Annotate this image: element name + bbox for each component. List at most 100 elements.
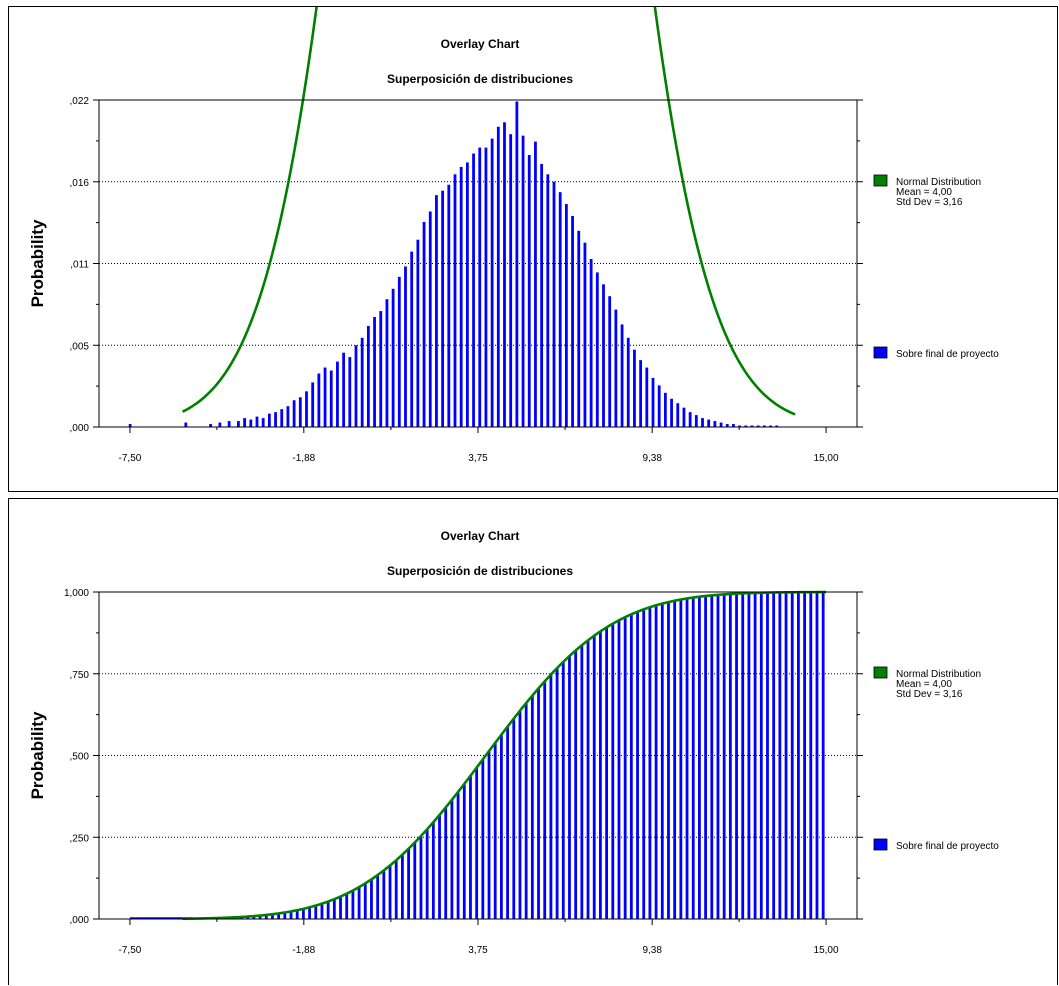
histogram-bar — [670, 398, 673, 427]
chart-subtitle: Superposición de distribuciones — [387, 564, 573, 578]
normal-distribution-curve — [182, 590, 827, 920]
histogram-bar — [719, 422, 723, 427]
overlay-chart-pdf: Overlay Chart Superposición de distribuci… — [8, 6, 1058, 492]
cumulative-bar — [518, 710, 522, 919]
histogram-bar — [428, 211, 432, 427]
cumulative-bar — [512, 718, 516, 919]
histogram-bar — [391, 288, 395, 427]
histogram-bar — [589, 259, 593, 427]
histogram-bar — [515, 101, 519, 428]
cumulative-bar — [537, 688, 540, 919]
cumulative-bar — [277, 913, 281, 919]
histogram-bar — [397, 276, 401, 427]
cumulative-bar — [500, 734, 503, 919]
histogram-bar — [298, 397, 302, 427]
histogram-bar — [750, 425, 754, 427]
y-tick-label: ,000 — [70, 915, 90, 926]
histogram-bar — [128, 424, 132, 427]
histogram-bar — [602, 284, 605, 427]
normal-distribution-curve — [181, 7, 796, 416]
cumulative-bar — [258, 915, 262, 919]
histogram-bar — [286, 406, 290, 427]
histogram-bar — [682, 407, 686, 427]
cumulative-bar — [809, 592, 813, 919]
cumulative-bar — [388, 865, 392, 919]
histogram-bar — [249, 419, 253, 427]
cumulative-bar — [660, 603, 664, 919]
cumulative-bar — [778, 592, 782, 919]
cumulative-bar — [623, 617, 627, 919]
histogram-bar — [366, 325, 370, 427]
histogram-bar — [410, 251, 414, 427]
cumulative-bar — [462, 784, 466, 919]
histogram-bar — [762, 425, 766, 427]
histogram-bar — [261, 418, 265, 427]
histogram-bar — [651, 377, 655, 427]
histogram-bar — [725, 424, 729, 427]
cumulative-bar — [475, 767, 479, 919]
cumulative-bar — [252, 916, 256, 919]
histogram-bar — [744, 425, 748, 427]
histogram-bar — [292, 400, 296, 427]
histogram-bar — [323, 367, 327, 427]
cumulative-bar — [413, 842, 417, 919]
histogram-bar — [688, 412, 692, 427]
histogram-bar — [639, 360, 643, 427]
cumulative-bar — [394, 860, 398, 919]
legend-swatch — [873, 838, 888, 851]
histogram-bar — [534, 141, 537, 428]
x-tick-label: 15,00 — [814, 453, 839, 464]
cumulative-bar — [698, 596, 701, 919]
y-axis-label: Probability — [28, 711, 47, 799]
histogram-bar — [404, 266, 407, 427]
cumulative-bar — [481, 759, 485, 919]
cumulative-bar — [264, 914, 268, 919]
histogram-bar — [255, 416, 259, 427]
cumulative-bar — [370, 879, 373, 919]
cumulative-bar — [450, 800, 454, 919]
histogram-bar — [527, 154, 531, 427]
histogram-bar — [769, 425, 772, 427]
cumulative-bar — [815, 592, 819, 919]
cumulative-bar — [574, 650, 578, 919]
cumulative-bar — [735, 593, 738, 919]
cumulative-bar — [728, 594, 732, 919]
cumulative-bar — [555, 668, 559, 919]
histogram-bar — [546, 174, 550, 427]
cumulative-bar — [456, 792, 460, 919]
histogram-bar — [379, 311, 383, 427]
cumulative-bar — [599, 631, 602, 919]
histogram-bar — [756, 425, 760, 427]
histogram-bar — [227, 421, 231, 427]
cumulative-bar — [506, 726, 509, 919]
x-tick-label: 9,38 — [642, 945, 662, 956]
legend-label: Normal Distribution — [896, 177, 981, 188]
cumulative-bar — [568, 656, 571, 919]
histogram-bar — [422, 221, 426, 427]
x-tick-label: -7,50 — [119, 453, 142, 464]
cumulative-bar — [605, 627, 608, 919]
y-tick-label: ,011 — [70, 260, 89, 271]
cumulative-bar — [326, 901, 330, 919]
histogram-bar — [484, 147, 488, 427]
cumulative-bar — [351, 890, 355, 919]
legend-label: Mean = 4,00 — [896, 187, 952, 198]
histogram-bar — [626, 337, 630, 427]
cumulative-bar — [320, 903, 324, 919]
histogram-bar — [329, 370, 333, 427]
x-tick-label: 15,00 — [814, 945, 839, 956]
histogram-bar — [385, 299, 389, 427]
cumulative-bar — [586, 640, 590, 919]
x-tick-label: -1,88 — [292, 453, 315, 464]
cumulative-bar — [345, 893, 349, 919]
histogram-bar — [472, 153, 475, 427]
y-tick-label: ,016 — [70, 178, 90, 189]
cumulative-bar — [301, 908, 305, 919]
cumulative-bar — [283, 912, 287, 919]
histogram-bar — [663, 392, 667, 427]
histogram-bar — [496, 126, 500, 427]
histogram-bar — [577, 230, 581, 427]
cumulative-bar — [487, 751, 491, 919]
cumulative-bar — [691, 597, 695, 919]
cumulative-bar — [524, 703, 528, 919]
